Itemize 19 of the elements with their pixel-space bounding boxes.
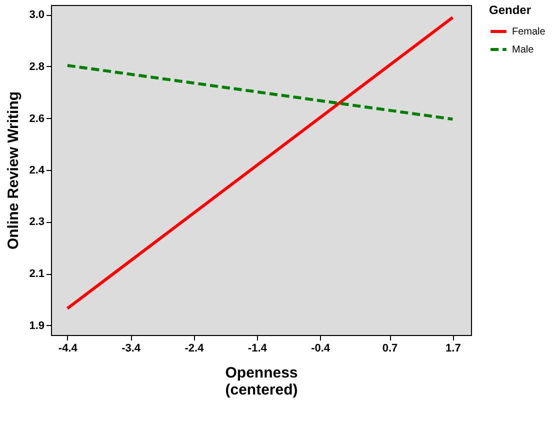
y-tick-label: 2.6 (29, 112, 44, 125)
y-tick-label: 2.3 (29, 216, 44, 228)
x-tick-label: -3.4 (122, 342, 142, 354)
legend-title: Gender (489, 3, 532, 17)
y-axis-title: Online Review Writing (5, 91, 22, 250)
x-tick-label: 1.7 (446, 342, 461, 354)
x-tick-label: -2.4 (184, 342, 205, 354)
legend-label: Male (512, 44, 534, 56)
x-tick-label: -1.4 (248, 342, 268, 354)
legend-label: Female (512, 26, 546, 38)
x-tick-label: -4.4 (58, 342, 78, 354)
y-tick-label: 3.0 (29, 9, 44, 22)
y-tick-label: 2.1 (29, 268, 44, 280)
y-tick-label: 2.4 (29, 164, 46, 176)
x-axis-title: Openness (centered) (225, 364, 298, 398)
y-tick-label: 2.8 (29, 60, 44, 73)
x-tick-label: -0.4 (311, 342, 331, 354)
x-tick-label: 0.7 (382, 342, 398, 354)
y-tick-label: 1.9 (29, 320, 44, 332)
